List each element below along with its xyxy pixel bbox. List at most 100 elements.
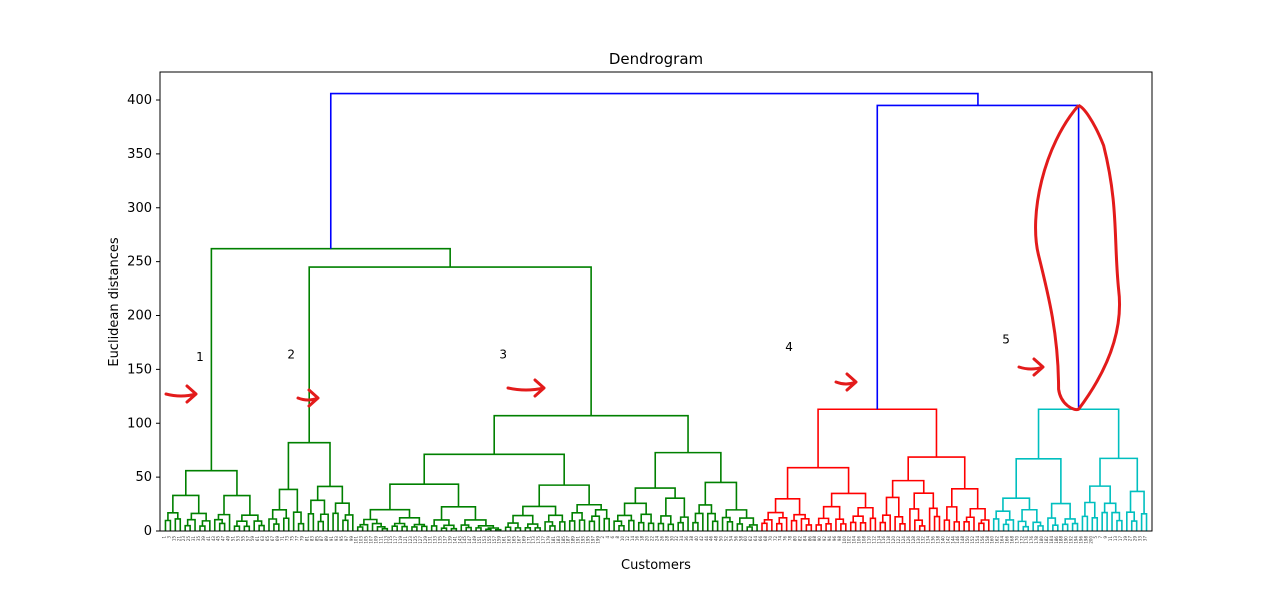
leaf-label: 140 xyxy=(940,536,945,544)
dendrogram-link xyxy=(953,521,960,531)
leaf-label: 182 xyxy=(1044,536,1049,544)
dendrogram-link xyxy=(692,521,699,531)
leaf-label: 71 xyxy=(280,536,285,542)
dendrogram-link xyxy=(634,487,676,504)
dendrogram-link xyxy=(465,526,472,531)
leaf-label: 132 xyxy=(921,536,926,544)
leaf-label: 161 xyxy=(502,536,507,544)
leaf-label: 123 xyxy=(408,536,413,544)
cluster-number-label: 2 xyxy=(287,348,295,362)
dendrogram-link xyxy=(184,524,191,531)
dendrogram-link xyxy=(1130,520,1138,531)
dendrogram-link xyxy=(588,520,596,531)
red-arrow-annotation xyxy=(506,378,546,398)
leaf-label: 91 xyxy=(329,536,334,542)
leaf-label: 93 xyxy=(334,536,339,542)
leaf-label: 119 xyxy=(398,536,403,544)
cluster-number-label: 1 xyxy=(196,350,204,364)
leaf-label: 116 xyxy=(881,536,886,544)
dendrogram-link xyxy=(292,511,302,531)
dendrogram-link xyxy=(164,519,172,531)
leaf-label: 157 xyxy=(492,536,497,544)
leaf-label: 37 xyxy=(1143,536,1148,542)
dendrogram-link xyxy=(223,494,251,516)
dendrogram-link xyxy=(746,526,753,531)
dendrogram-link xyxy=(1050,502,1071,519)
dendrogram-link xyxy=(243,525,251,531)
dendrogram-link xyxy=(891,479,925,498)
leaf-label: 64 xyxy=(753,536,758,542)
leaf-label: 138 xyxy=(935,536,940,544)
leaf-label: 92 xyxy=(822,536,827,542)
dendrogram-link xyxy=(591,515,601,531)
leaf-label: 142 xyxy=(945,536,950,544)
dendrogram-link xyxy=(725,509,748,519)
y-axis-label: Euclidean distances xyxy=(107,237,122,366)
dendrogram-link xyxy=(613,520,623,531)
dendrogram-link xyxy=(859,521,867,531)
leaf-label: 106 xyxy=(857,536,862,544)
leaf-label: 103 xyxy=(359,536,364,544)
leaf-label: 72 xyxy=(773,536,778,542)
dendrogram-link xyxy=(547,514,564,522)
y-tick-label: 50 xyxy=(135,470,152,485)
leaf-label: 171 xyxy=(526,536,531,544)
leaf-label: 111 xyxy=(378,536,383,544)
leaf-label: 58 xyxy=(738,536,743,542)
leaf-label: 122 xyxy=(896,536,901,544)
leaf-label: 160 xyxy=(990,536,995,544)
dendrogram-link xyxy=(213,518,223,531)
dendrogram-link xyxy=(1015,458,1062,504)
dendrogram-link xyxy=(514,527,522,531)
dendrogram-link xyxy=(1037,525,1044,531)
dendrogram-link xyxy=(172,494,200,514)
dendrogram-link xyxy=(726,521,734,531)
dendrogram-link xyxy=(899,523,906,531)
dendrogram-link xyxy=(654,451,722,489)
dendrogram-link xyxy=(628,519,635,531)
dendrogram-link xyxy=(310,499,326,515)
dendrogram-link xyxy=(329,92,979,249)
dendrogram-link xyxy=(980,519,990,531)
dendrogram-link xyxy=(775,522,783,531)
dendrogram-link xyxy=(736,523,744,531)
dendrogram-link xyxy=(332,512,339,531)
y-tick-label: 100 xyxy=(127,416,152,431)
dendrogram-link xyxy=(421,525,428,531)
dendrogram-link xyxy=(319,513,329,531)
dendrogram-link xyxy=(1064,518,1076,525)
leaf-label: 112 xyxy=(871,536,876,544)
dendrogram-link xyxy=(1111,511,1121,531)
leaf-label: 110 xyxy=(866,536,871,544)
leaf-label: 90 xyxy=(817,536,822,542)
dendrogram-link xyxy=(1002,497,1031,512)
dendrogram-link xyxy=(704,481,738,510)
leaf-label: 147 xyxy=(467,536,472,544)
dendrogram-link xyxy=(933,515,941,531)
leaf-label: 11 xyxy=(1108,536,1113,542)
dendrogram-link xyxy=(576,503,602,513)
leaf-label: 89 xyxy=(324,536,329,542)
dendrogram-link xyxy=(869,517,877,531)
dendrogram-link xyxy=(825,522,832,531)
y-tick-label: 300 xyxy=(127,201,152,216)
dendrogram-link xyxy=(840,523,847,531)
leaf-label: 162 xyxy=(995,536,1000,544)
dendrogram-link xyxy=(190,512,207,521)
leaf-label: 98 xyxy=(837,536,842,542)
dendrogram-link xyxy=(698,504,713,514)
leaf-label: 183 xyxy=(556,536,561,544)
leaf-labels: 1 3 15 21 23 25 31 35 39 41 43 45 47 49 51 53 55 57 59 61 63… xyxy=(161,536,1147,544)
leaf-label: 63 xyxy=(260,536,265,542)
leaf-label: 145 xyxy=(462,536,467,544)
dendrogram-link xyxy=(790,519,798,531)
dendrogram-link xyxy=(992,518,1000,531)
dendrogram-link xyxy=(233,525,241,531)
dendrogram-link xyxy=(885,496,900,517)
leaf-label: 165 xyxy=(511,536,516,544)
y-tick-label: 350 xyxy=(127,147,152,162)
dendrogram-link xyxy=(817,408,938,468)
dendrogram-link xyxy=(805,524,813,531)
leaf-label: 41 xyxy=(206,536,211,542)
dendrogram-link xyxy=(356,526,364,531)
